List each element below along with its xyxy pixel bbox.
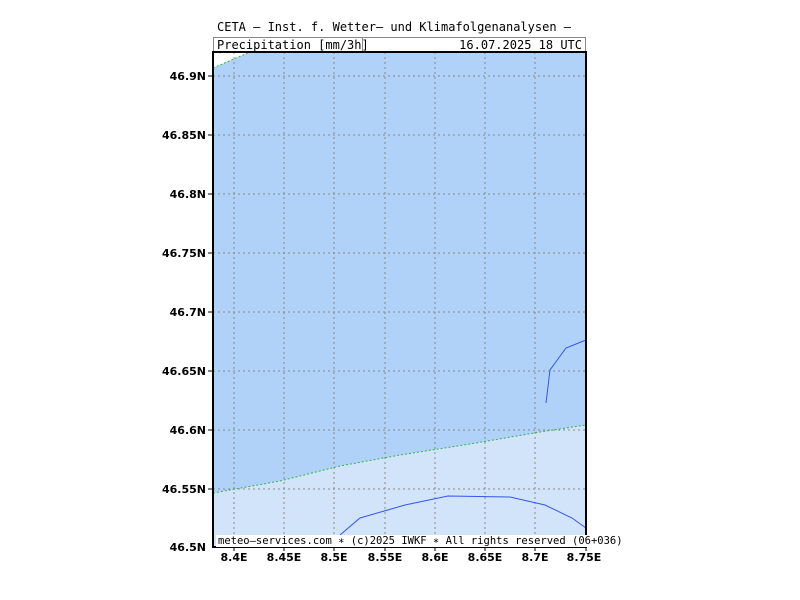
lat-tick-label: 46.5N [170, 541, 206, 554]
lat-tick-label: 46.7N [170, 306, 206, 319]
copyright-footer: meteo—services.com ∗ (c)2025 IWKF ∗ All … [216, 535, 625, 547]
lat-tick-label: 46.8N [170, 188, 206, 201]
corner-contour-line [212, 51, 251, 69]
lon-tick-label: 8.65E [468, 551, 503, 564]
map-title: CETA — Inst. f. Wetter— und Klimafolgena… [217, 20, 572, 34]
variable-box [214, 38, 363, 52]
lon-tick-label: 8.7E [521, 551, 548, 564]
lat-tick-label: 46.55N [162, 483, 206, 496]
lon-tick-label: 8.4E [220, 551, 247, 564]
variable-label: Precipitation [mm/3h] [217, 38, 369, 52]
lat-tick-label: 46.6N [170, 424, 206, 437]
lat-grid [213, 75, 586, 490]
lon-tick-label: 8.75E [567, 551, 602, 564]
lat-tick-label: 46.75N [162, 247, 206, 260]
lat-tick-label: 46.9N [170, 70, 206, 83]
axis-ticks [208, 75, 587, 551]
lat-tick-label: 46.85N [162, 129, 206, 142]
map-frame [212, 51, 587, 548]
river-line-south [339, 495, 587, 536]
dark-precip-area [213, 52, 586, 493]
precip-contour-line [212, 424, 587, 494]
valid-time: 16.07.2025 18 UTC [459, 38, 582, 52]
lat-tick-label: 46.65N [162, 365, 206, 378]
lon-tick-label: 8.45E [267, 551, 302, 564]
lon-tick-label: 8.5E [320, 551, 347, 564]
river-line-east [545, 339, 587, 404]
subtitle-bar: Precipitation [mm/3h] 16.07.2025 18 UTC [213, 37, 586, 52]
lon-tick-label: 8.55E [368, 551, 403, 564]
lon-tick-label: 8.6E [421, 551, 448, 564]
